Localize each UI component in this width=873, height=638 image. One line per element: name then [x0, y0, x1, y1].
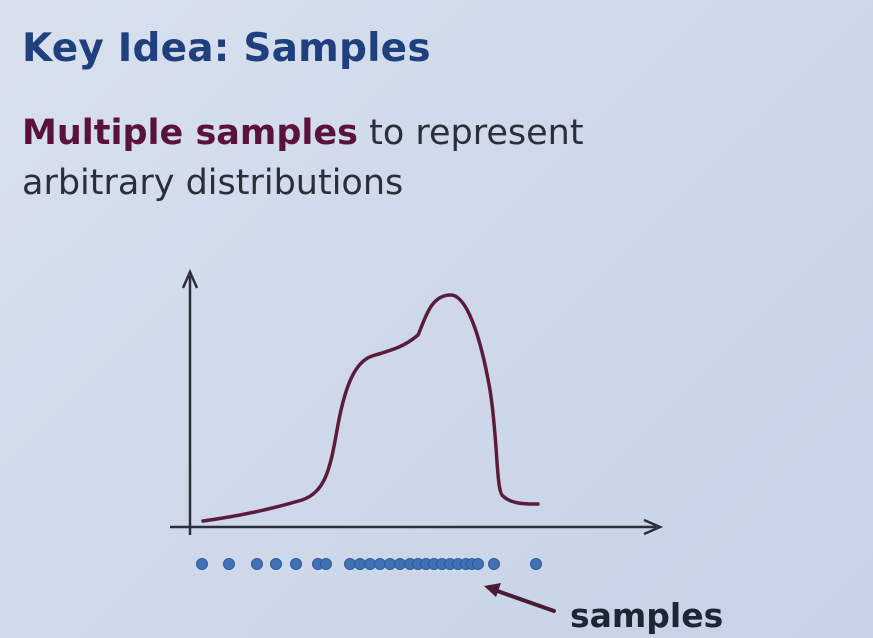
- slide-title: Key Idea: Samples: [22, 26, 431, 71]
- sample-dot: [290, 558, 302, 570]
- sample-dot: [344, 558, 356, 570]
- sample-dot: [364, 558, 376, 570]
- body-line2: arbitrary distributions: [22, 163, 404, 203]
- sample-dot: [196, 558, 208, 570]
- sample-dot: [384, 558, 396, 570]
- x-axis-arrowhead: [643, 518, 664, 536]
- sample-dot: [354, 558, 366, 570]
- sample-dot: [270, 558, 282, 570]
- sample-dot: [223, 558, 235, 570]
- sample-dot: [472, 558, 484, 570]
- sample-dots: [196, 558, 542, 570]
- sample-dot: [488, 558, 500, 570]
- slide-body: Multiple samples to represent arbitrary …: [22, 108, 802, 208]
- sample-dot: [394, 558, 406, 570]
- body-line1-rest: to represent: [358, 113, 584, 153]
- sample-dot: [251, 558, 263, 570]
- density-curve: [201, 293, 540, 523]
- samples-arrow-shaft: [487, 586, 556, 613]
- sample-dot: [530, 558, 542, 570]
- body-emphasis: Multiple samples: [22, 113, 358, 153]
- sample-dot: [320, 558, 332, 570]
- samples-arrowhead: [484, 583, 501, 597]
- samples-label: samples: [570, 596, 724, 635]
- sample-dot: [374, 558, 386, 570]
- y-axis-arrowhead: [181, 268, 199, 289]
